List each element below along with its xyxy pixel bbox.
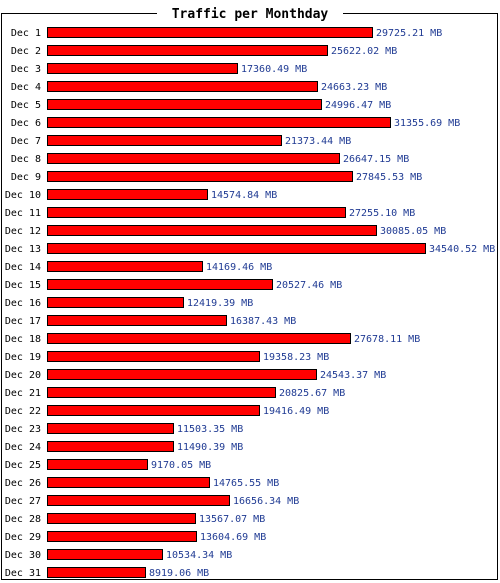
- value-label: 26647.15 MB: [343, 154, 409, 165]
- value-label: 16387.43 MB: [230, 316, 296, 327]
- value-label: 27255.10 MB: [349, 208, 415, 219]
- category-label: Dec 23: [5, 424, 41, 435]
- value-label: 8919.06 MB: [149, 568, 209, 579]
- bar: [47, 63, 238, 74]
- bar: [47, 495, 230, 506]
- category-label: Dec 10: [5, 190, 41, 201]
- category-label: Dec 22: [5, 406, 41, 417]
- value-label: 14574.84 MB: [211, 190, 277, 201]
- value-label: 12419.39 MB: [187, 298, 253, 309]
- bar: [47, 477, 210, 488]
- value-label: 14169.46 MB: [206, 262, 272, 273]
- category-label: Dec 30: [5, 550, 41, 561]
- category-label: Dec 11: [5, 208, 41, 219]
- category-label: Dec 15: [5, 280, 41, 291]
- bar: [47, 531, 197, 542]
- category-label: Dec 25: [5, 460, 41, 471]
- value-label: 19358.23 MB: [263, 352, 329, 363]
- value-label: 25622.02 MB: [331, 46, 397, 57]
- bar: [47, 261, 203, 272]
- bar: [47, 279, 273, 290]
- bar: [47, 441, 174, 452]
- bar: [47, 297, 184, 308]
- category-label: Dec 24: [5, 442, 41, 453]
- category-label: Dec 27: [5, 496, 41, 507]
- value-label: 27678.11 MB: [354, 334, 420, 345]
- bar: [47, 369, 317, 380]
- value-label: 30085.05 MB: [380, 226, 446, 237]
- bar: [47, 405, 260, 416]
- category-label: Dec 12: [5, 226, 41, 237]
- bar: [47, 423, 174, 434]
- value-label: 11490.39 MB: [177, 442, 243, 453]
- category-label: Dec 7: [11, 136, 41, 147]
- value-label: 21373.44 MB: [285, 136, 351, 147]
- bar: [47, 171, 353, 182]
- bar: [47, 351, 260, 362]
- bar: [47, 315, 227, 326]
- value-label: 27845.53 MB: [356, 172, 422, 183]
- bar: [47, 153, 340, 164]
- category-label: Dec 4: [11, 82, 41, 93]
- bar: [47, 45, 328, 56]
- bar: [47, 135, 282, 146]
- value-label: 13604.69 MB: [200, 532, 266, 543]
- category-label: Dec 14: [5, 262, 41, 273]
- value-label: 24663.23 MB: [321, 82, 387, 93]
- bar: [47, 81, 318, 92]
- category-label: Dec 1: [11, 28, 41, 39]
- category-label: Dec 28: [5, 514, 41, 525]
- bar: [47, 549, 163, 560]
- value-label: 16656.34 MB: [233, 496, 299, 507]
- value-label: 10534.34 MB: [166, 550, 232, 561]
- category-label: Dec 6: [11, 118, 41, 129]
- value-label: 17360.49 MB: [241, 64, 307, 75]
- value-label: 13567.07 MB: [199, 514, 265, 525]
- value-label: 14765.55 MB: [213, 478, 279, 489]
- value-label: 19416.49 MB: [263, 406, 329, 417]
- category-label: Dec 2: [11, 46, 41, 57]
- bar: [47, 207, 346, 218]
- category-label: Dec 20: [5, 370, 41, 381]
- value-label: 9170.05 MB: [151, 460, 211, 471]
- bar: [47, 27, 373, 38]
- value-label: 20527.46 MB: [276, 280, 342, 291]
- category-label: Dec 8: [11, 154, 41, 165]
- bar: [47, 333, 351, 344]
- value-label: 31355.69 MB: [394, 118, 460, 129]
- value-label: 24996.47 MB: [325, 100, 391, 111]
- category-label: Dec 21: [5, 388, 41, 399]
- category-label: Dec 5: [11, 100, 41, 111]
- category-label: Dec 19: [5, 352, 41, 363]
- bar: [47, 99, 322, 110]
- bar: [47, 243, 426, 254]
- category-label: Dec 13: [5, 244, 41, 255]
- category-label: Dec 29: [5, 532, 41, 543]
- chart-frame: [1, 13, 498, 580]
- category-label: Dec 16: [5, 298, 41, 309]
- value-label: 24543.37 MB: [320, 370, 386, 381]
- value-label: 29725.21 MB: [376, 28, 442, 39]
- category-label: Dec 18: [5, 334, 41, 345]
- category-label: Dec 9: [11, 172, 41, 183]
- bar: [47, 459, 148, 470]
- bar: [47, 567, 146, 578]
- category-label: Dec 3: [11, 64, 41, 75]
- bar: [47, 189, 208, 200]
- category-label: Dec 26: [5, 478, 41, 489]
- bar: [47, 513, 196, 524]
- title-backdrop: [157, 4, 343, 22]
- bars-layer: Dec 1 29725.21 MB Dec 2 25622.02 MB Dec 3 173…: [5, 27, 495, 579]
- bar: [47, 117, 391, 128]
- chart-title: Traffic per Monthday: [172, 7, 329, 22]
- bar: [47, 387, 276, 398]
- value-label: 11503.35 MB: [177, 424, 243, 435]
- category-label: Dec 17: [5, 316, 41, 327]
- category-label: Dec 31: [5, 568, 41, 579]
- bar: [47, 225, 377, 236]
- value-label: 20825.67 MB: [279, 388, 345, 399]
- value-label: 34540.52 MB: [429, 244, 495, 255]
